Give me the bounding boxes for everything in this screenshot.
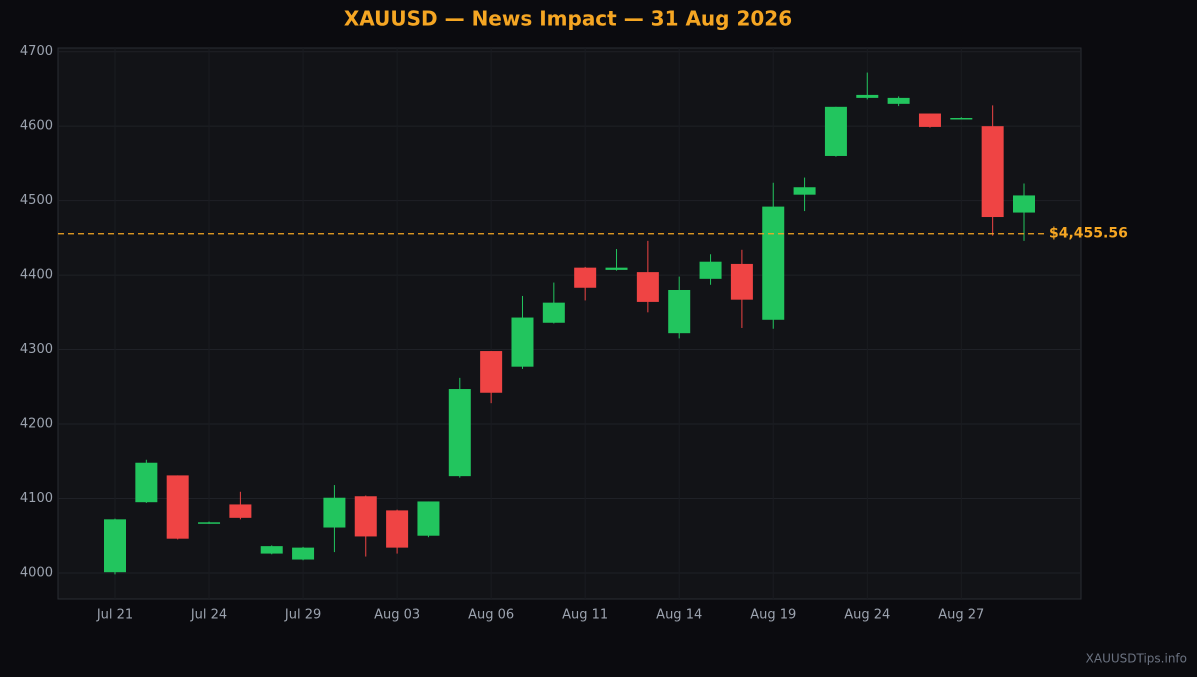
candle-body xyxy=(856,94,879,98)
x-tick-label: Jul 29 xyxy=(284,608,321,623)
candle-body xyxy=(166,475,189,539)
y-tick-label: 4400 xyxy=(20,268,53,283)
candle-body xyxy=(918,113,941,127)
y-tick-label: 4100 xyxy=(20,491,53,506)
candle-body xyxy=(1013,195,1035,213)
candle-body xyxy=(104,519,126,573)
y-tick-label: 4200 xyxy=(20,417,53,432)
plot-area xyxy=(57,47,1082,600)
candle-body xyxy=(292,547,315,560)
x-tick-label: Aug 24 xyxy=(844,608,890,623)
candle-body xyxy=(260,546,283,554)
candle-body xyxy=(824,106,847,156)
x-tick-label: Jul 21 xyxy=(96,608,133,623)
x-tick-label: Aug 27 xyxy=(938,608,984,623)
candle-body xyxy=(386,510,409,548)
candle-body xyxy=(793,187,816,195)
candle-body xyxy=(448,389,471,477)
candle-body xyxy=(135,462,158,503)
x-tick-label: Aug 03 xyxy=(374,608,420,623)
y-tick-label: 4000 xyxy=(20,565,53,580)
candle-body xyxy=(354,496,377,537)
y-tick-label: 4500 xyxy=(20,193,53,208)
candle-body xyxy=(699,261,722,279)
candle-body xyxy=(981,126,1004,218)
candle-body xyxy=(636,272,659,302)
candle-body xyxy=(887,97,910,104)
candle-body xyxy=(730,263,753,300)
candle-body xyxy=(417,501,440,536)
candle-body xyxy=(511,317,534,367)
candle-body xyxy=(950,117,973,120)
candle-body xyxy=(480,351,503,393)
x-tick-label: Aug 11 xyxy=(562,608,608,623)
candle-body xyxy=(762,206,785,320)
x-tick-label: Jul 24 xyxy=(190,608,227,623)
watermark: XAUUSDTips.info xyxy=(1086,652,1187,666)
current-price-label: $4,455.56 xyxy=(1049,226,1128,242)
y-tick-label: 4300 xyxy=(20,342,53,357)
y-tick-label: 4600 xyxy=(20,119,53,134)
candle-body xyxy=(198,522,221,524)
candle-body xyxy=(574,267,597,288)
candle-body xyxy=(605,267,628,270)
x-tick-label: Aug 06 xyxy=(468,608,514,623)
candle-body xyxy=(323,497,346,528)
x-tick-label: Aug 14 xyxy=(656,608,702,623)
x-tick-label: Aug 19 xyxy=(750,608,796,623)
candle-body xyxy=(229,504,252,518)
chart-title: XAUUSD — News Impact — 31 Aug 2026 xyxy=(344,7,792,31)
candle-body xyxy=(668,289,691,334)
y-tick-label: 4700 xyxy=(20,44,53,59)
candle-body xyxy=(542,302,565,323)
